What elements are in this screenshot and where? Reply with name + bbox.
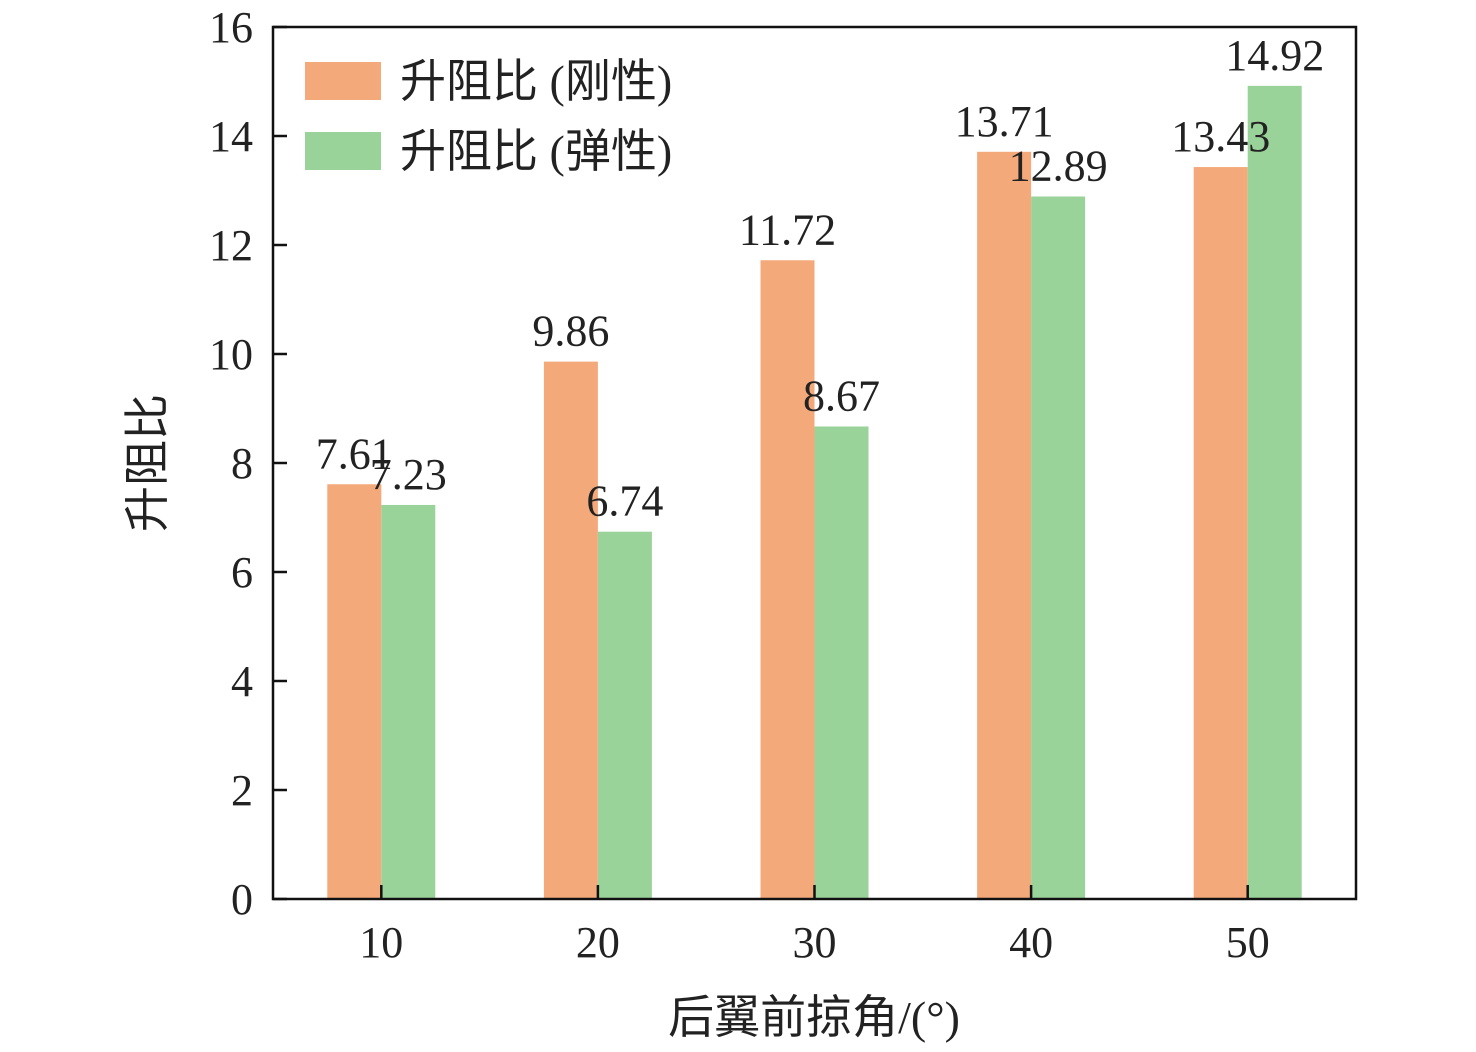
legend-label-rigid: 升阻比 (刚性) — [400, 56, 672, 107]
data-label: 11.72 — [739, 205, 836, 254]
data-label: 13.43 — [1171, 112, 1270, 161]
x-tick-label: 50 — [1226, 918, 1270, 967]
data-label: 14.92 — [1225, 31, 1324, 80]
y-tick-label: 0 — [231, 875, 253, 924]
data-label: 9.86 — [532, 307, 609, 356]
x-axis: 10 20 30 40 50 — [359, 885, 1270, 967]
y-tick-label: 6 — [231, 548, 253, 597]
bar-rigid-10 — [327, 484, 382, 899]
x-tick-label: 40 — [1009, 918, 1053, 967]
y-axis: 0 2 4 6 8 10 12 14 16 — [209, 3, 287, 924]
y-tick-label: 16 — [209, 3, 253, 52]
bar-elastic-30 — [814, 426, 869, 899]
data-label: 6.74 — [586, 477, 663, 526]
bar-rigid-50 — [1193, 167, 1248, 899]
bar-elastic-50 — [1247, 85, 1302, 900]
bar-rigid-30 — [760, 260, 815, 899]
legend-swatch-elastic — [305, 132, 381, 170]
bar-rigid-20 — [543, 361, 598, 899]
legend-label-elastic: 升阻比 (弹性) — [400, 126, 672, 177]
y-axis-label: 升阻比 — [122, 394, 173, 532]
bar-elastic-10 — [381, 504, 436, 899]
data-label: 8.67 — [803, 371, 880, 420]
data-label: 7.61 — [316, 429, 393, 478]
y-tick-label: 4 — [231, 657, 253, 706]
bar-rigid-40 — [977, 151, 1032, 899]
y-tick-label: 2 — [231, 766, 253, 815]
bars-group — [327, 85, 1302, 900]
x-axis-label: 后翼前掠角/(°) — [668, 992, 960, 1043]
x-tick-label: 30 — [793, 918, 837, 967]
x-tick-label: 10 — [359, 918, 403, 967]
data-label: 13.71 — [955, 97, 1054, 146]
y-tick-label: 12 — [209, 221, 253, 270]
y-tick-label: 8 — [231, 439, 253, 488]
legend: 升阻比 (刚性) 升阻比 (弹性) — [305, 56, 672, 177]
legend-swatch-rigid — [305, 62, 381, 100]
y-tick-label: 10 — [209, 330, 253, 379]
bar-elastic-20 — [597, 531, 652, 899]
y-tick-label: 14 — [209, 112, 253, 161]
data-label: 7.23 — [370, 450, 447, 499]
bar-elastic-40 — [1031, 196, 1086, 899]
data-label: 12.89 — [1009, 141, 1108, 190]
x-tick-label: 20 — [576, 918, 620, 967]
